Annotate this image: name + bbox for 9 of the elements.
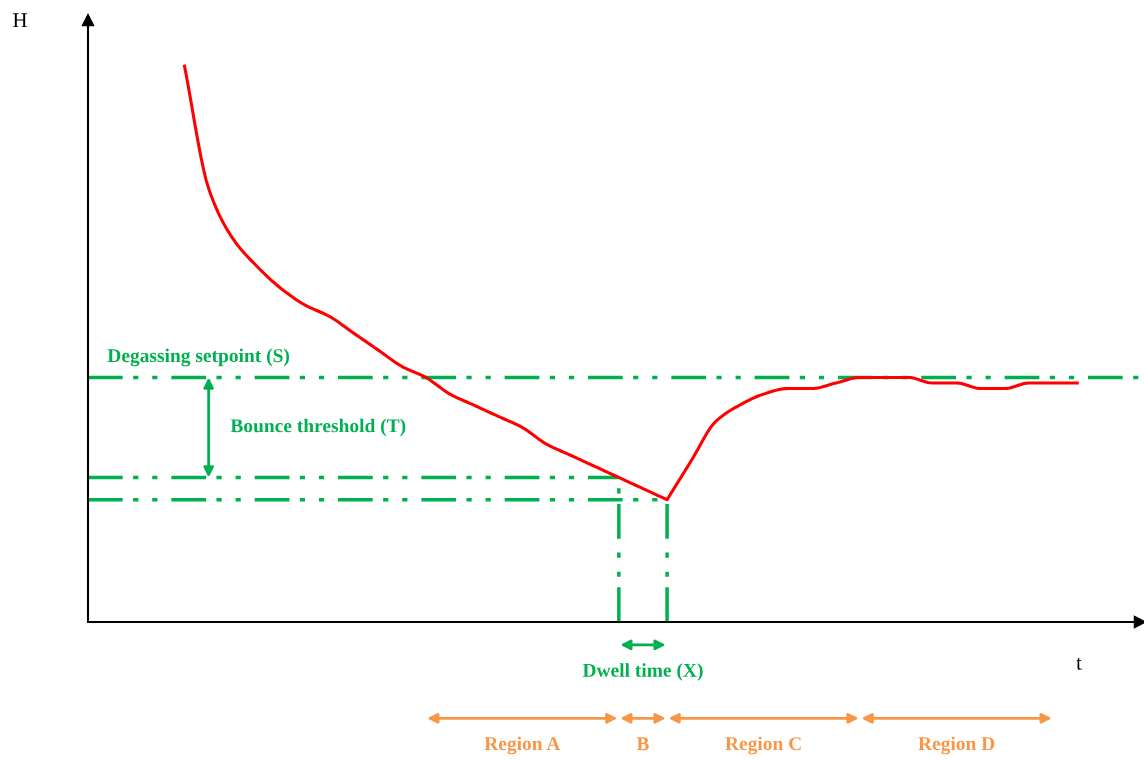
text: Region D [918,736,995,755]
x-axis-title: t [1076,657,1082,670]
text: Dwell time (X) [582,663,703,681]
annotation: Bounce threshold (T) [230,418,406,437]
text: Region A [484,736,561,755]
text: Region C [725,736,801,755]
text: H [13,13,27,28]
text: B [636,737,649,751]
ref-line-label: Degassing setpoint (S) [107,348,290,367]
